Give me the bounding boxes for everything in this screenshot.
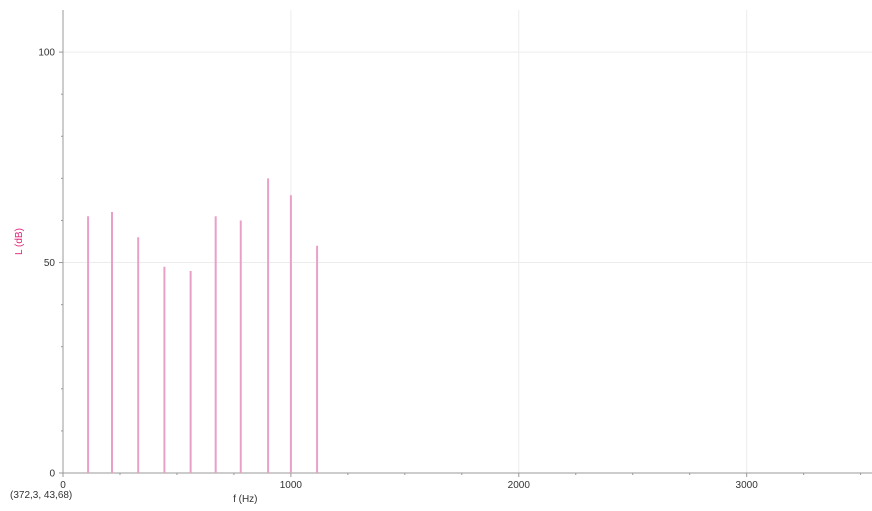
y-tick-label: 100 [38,48,55,59]
cursor-readout: (372,3, 43,68) [10,490,73,501]
y-axis-label: L (dB) [14,228,25,255]
y-tick-label: 50 [44,258,56,269]
axes [62,10,872,474]
bars [87,178,319,473]
x-tick-label: 1000 [280,480,303,491]
grid [63,10,872,473]
x-tick-label: 3000 [736,480,759,491]
x-tick-label: 2000 [508,480,531,491]
tick-labels: 0 1000 2000 3000 0 50 100 [38,48,862,491]
x-tick-label: 0 [60,480,66,491]
y-tick-label: 0 [49,469,55,480]
x-axis-label: f (Hz) [233,494,257,505]
